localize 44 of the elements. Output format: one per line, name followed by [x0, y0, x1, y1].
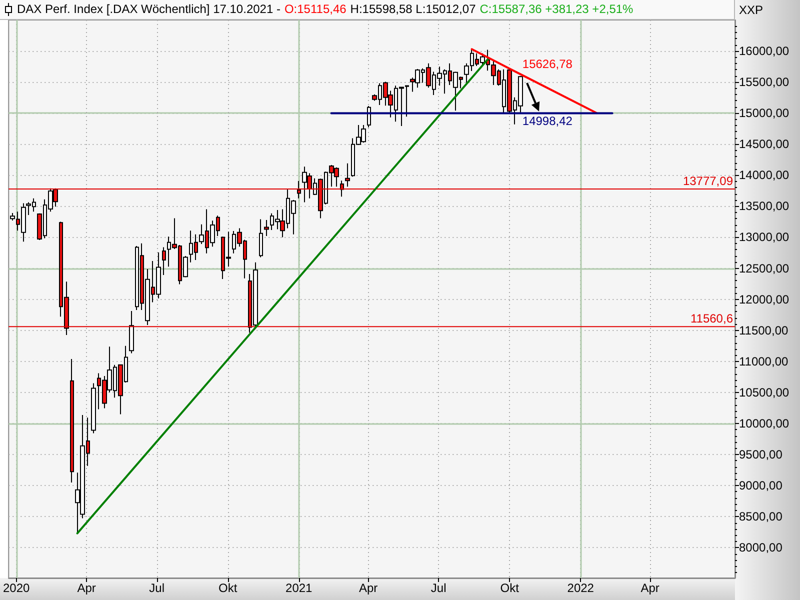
candlestick	[129, 310, 134, 354]
text: C:15587,36 +381,23 +2,51%	[480, 2, 634, 16]
y-tick-label: 8500,00	[739, 510, 783, 524]
x-tick-label: Okt	[500, 581, 520, 595]
x-tick-label: 2021	[286, 581, 313, 595]
candlestick	[259, 218, 263, 258]
y-tick-label: 8000,00	[739, 540, 783, 555]
candlestick	[91, 382, 96, 434]
y-tick-label: 14000,00	[739, 168, 790, 182]
data-label: 15626,78	[522, 57, 573, 72]
candlestick	[162, 246, 166, 276]
y-tick-label: 11000,00	[739, 354, 788, 368]
x-tick-label: 2020	[2, 581, 30, 595]
y-tick-label: 15000,00	[739, 106, 790, 120]
y-tick-label: 16000,00	[739, 44, 790, 58]
x-tick-label: Apr	[77, 581, 96, 595]
candlestick	[264, 219, 269, 236]
ref-line-label: 11560,6	[690, 312, 734, 326]
y-tick-label: 9500,00	[739, 447, 783, 462]
y-tick-label: 10000,00	[739, 416, 790, 430]
y-tick-label: 12000,00	[739, 292, 790, 306]
y-tick-label: 13500,00	[739, 199, 790, 214]
y-axis-title: XXP	[739, 3, 764, 17]
x-tick-label: 2022	[567, 581, 594, 595]
y-tick-label: 10500,00	[739, 385, 790, 400]
y-tick-label: 11500,00	[739, 323, 788, 338]
y-tick-label: 13000,00	[739, 230, 790, 244]
ref-line-label: 13777,09	[682, 174, 734, 188]
candlestick	[345, 162, 350, 188]
x-tick-label: Okt	[218, 581, 238, 595]
x-tick-label: Jul	[149, 581, 165, 595]
chart-title: DAX Perf. Index [.DAX Wöchentlich] 17.10.2021 -	[17, 2, 280, 16]
y-tick-label: 14500,00	[739, 137, 790, 152]
x-tick-label: Apr	[640, 581, 660, 595]
y-tick-label: 15500,00	[739, 75, 790, 90]
text: O:15115,46	[284, 2, 346, 16]
y-tick-label: 9000,00	[739, 478, 783, 493]
candlestick	[297, 180, 301, 199]
x-tick-label: Jul	[430, 581, 446, 595]
candlestick	[70, 358, 74, 484]
data-label: 14998,42	[522, 114, 573, 128]
text: H:15598,58 L:15012,07	[350, 2, 476, 16]
y-tick-label: 12500,00	[739, 261, 790, 276]
x-tick-label: Apr	[358, 581, 378, 595]
